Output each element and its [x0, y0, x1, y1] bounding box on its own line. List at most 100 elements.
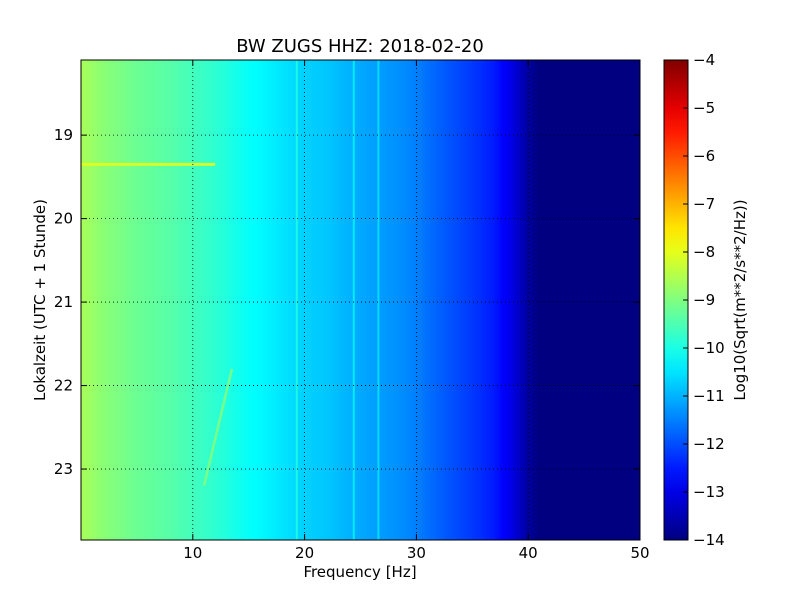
heatmap-column	[637, 60, 640, 540]
heatmap-column	[399, 60, 404, 540]
heatmap-column	[480, 60, 485, 540]
heatmap-column	[187, 60, 191, 540]
colorbar-tick-label: −7	[693, 195, 715, 213]
heatmap-column	[217, 60, 222, 540]
heatmap-column	[542, 60, 546, 540]
heatmap-column	[81, 60, 85, 540]
heatmap-column	[184, 60, 188, 540]
heatmap-column	[578, 60, 582, 540]
heatmap-column	[106, 60, 110, 540]
heatmap-column	[553, 60, 557, 540]
heatmap-column	[595, 60, 599, 540]
colorbar-tick-label: −14	[693, 531, 725, 549]
spectral-line	[352, 60, 355, 540]
heatmap-column	[413, 60, 417, 540]
heatmap-column	[614, 60, 619, 540]
heatmap-column	[285, 60, 289, 540]
heatmap-column	[354, 60, 359, 540]
colorbar-axis: −4 −5 −6 −7 −8 −9 −10 −11 −12 −13 −14	[683, 51, 725, 549]
heatmap-column	[441, 60, 445, 540]
heatmap-column	[435, 60, 440, 540]
heatmap-column	[296, 60, 300, 540]
heatmap-column	[343, 60, 348, 540]
colorbar-tick-label: −11	[693, 387, 725, 405]
heatmap-column	[466, 60, 471, 540]
heatmap-column	[279, 60, 283, 540]
heatmap-column	[282, 60, 286, 540]
heatmap-column	[226, 60, 230, 540]
heatmap-column	[550, 60, 554, 540]
heatmap-column	[500, 60, 504, 540]
time-varying-line	[202, 368, 234, 487]
heatmap-column	[240, 60, 244, 540]
spectral-features	[81, 60, 380, 540]
heatmap-column	[128, 60, 132, 540]
y-tick-label: 19	[54, 126, 73, 144]
heatmap-column	[111, 60, 116, 540]
heatmap-column	[114, 60, 118, 540]
heatmap-column	[117, 60, 121, 540]
heatmap-column	[257, 60, 261, 540]
y-tick-label: 21	[54, 293, 73, 311]
x-tick-label: 30	[407, 544, 426, 562]
heatmap-column	[167, 60, 172, 540]
heatmap-column	[477, 60, 482, 540]
heatmap-column	[433, 60, 437, 540]
heatmap-column	[368, 60, 373, 540]
spectral-line	[377, 60, 380, 540]
heatmap-column	[530, 60, 535, 540]
spectral-line	[295, 60, 298, 540]
heatmap-column	[494, 60, 499, 540]
heatmap-column	[83, 60, 88, 540]
heatmap-column	[237, 60, 241, 540]
heatmap-column	[198, 60, 202, 540]
heatmap-column	[547, 60, 552, 540]
colorbar-tick-label: −8	[693, 243, 715, 261]
heatmap-column	[522, 60, 527, 540]
heatmap-column	[262, 60, 267, 540]
heatmap-column	[586, 60, 591, 540]
heatmap-column	[229, 60, 233, 540]
heatmap-column	[346, 60, 350, 540]
heatmap-column	[195, 60, 199, 540]
heatmap-column	[254, 60, 258, 540]
heatmap-column	[517, 60, 521, 540]
grid-lines	[81, 60, 640, 540]
heatmap-column	[382, 60, 387, 540]
heatmap-column	[178, 60, 183, 540]
heatmap-column	[609, 60, 613, 540]
heatmap-column	[626, 60, 630, 540]
heatmap-column	[391, 60, 395, 540]
heatmap-column	[92, 60, 96, 540]
heatmap-column	[511, 60, 515, 540]
heatmap-column	[315, 60, 320, 540]
x-tick-label: 10	[183, 544, 202, 562]
heatmap-column	[592, 60, 596, 540]
heatmap-column	[156, 60, 160, 540]
heatmap-column	[231, 60, 236, 540]
heatmap-column	[212, 60, 216, 540]
heatmap-column	[475, 60, 479, 540]
heatmap-column	[310, 60, 314, 540]
heatmap-column	[544, 60, 549, 540]
heatmap-column	[628, 60, 633, 540]
x-tick-label: 40	[519, 544, 538, 562]
heatmap-column	[136, 60, 141, 540]
heatmap-column	[519, 60, 524, 540]
heatmap-column	[603, 60, 608, 540]
heatmap-column	[567, 60, 571, 540]
heatmap-column	[125, 60, 130, 540]
heatmap-column	[94, 60, 99, 540]
heatmap-column	[419, 60, 423, 540]
heatmap-column	[340, 60, 345, 540]
heatmap-column	[251, 60, 255, 540]
heatmap-column	[142, 60, 146, 540]
heatmap-column	[120, 60, 124, 540]
heatmap-column	[259, 60, 264, 540]
heatmap-column	[220, 60, 225, 540]
heatmap-column	[203, 60, 208, 540]
x-tick-label: 20	[295, 544, 314, 562]
heatmap-column	[360, 60, 364, 540]
heatmap-column	[97, 60, 102, 540]
heatmap-column	[162, 60, 166, 540]
